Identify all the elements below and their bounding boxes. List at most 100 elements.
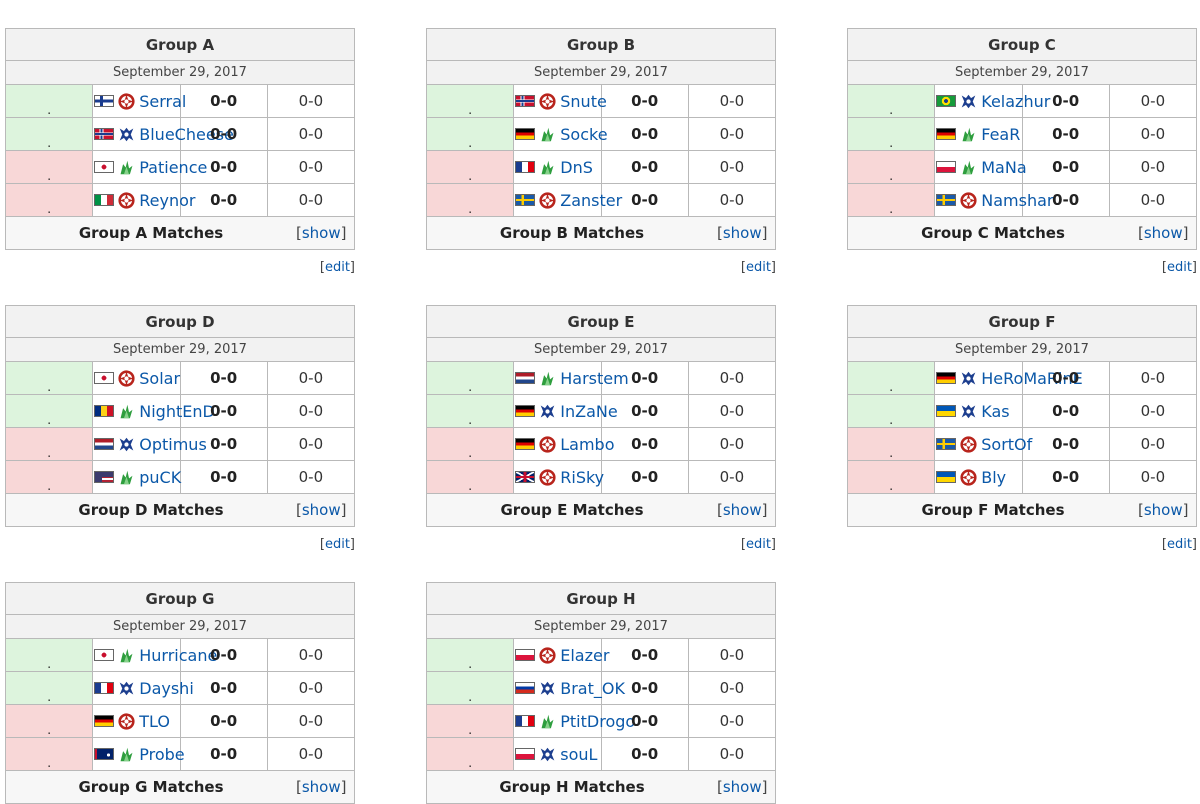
player-name-link[interactable]: Zanster [560, 190, 623, 210]
player-cell: Solar [92, 361, 181, 395]
player-cell: FeaR [934, 117, 1023, 151]
player-name-link[interactable]: Snute [560, 91, 607, 111]
match-score: 0-0 [179, 150, 268, 184]
player-name-link[interactable]: Probe [139, 744, 185, 764]
player-name-link[interactable]: Elazer [560, 645, 610, 665]
player-row: . Harstem 0-0 0-0 [425, 361, 777, 395]
show-matches-button[interactable]: show [1143, 224, 1183, 242]
player-name-link[interactable]: NightEnD [139, 401, 215, 421]
player-name-link[interactable]: DnS [560, 157, 593, 177]
player-cell: Probe [92, 737, 185, 771]
advance-marker: . [846, 117, 936, 151]
flag-fin-icon [94, 95, 115, 107]
terran-race-icon [539, 403, 556, 420]
eliminated-marker: . [846, 150, 936, 184]
eliminated-marker: . [4, 737, 94, 771]
player-name-link[interactable]: Harstem [560, 368, 629, 388]
show-matches-button[interactable]: show [1143, 501, 1183, 519]
edit-link[interactable]: edit [745, 260, 771, 275]
show-matches-button[interactable]: show [722, 224, 762, 242]
player-name-link[interactable]: Dayshi [139, 678, 194, 698]
edit-link[interactable]: edit [324, 260, 350, 275]
player-row: . souL 0-0 0-0 [425, 737, 777, 771]
show-matches-button[interactable]: show [301, 224, 341, 242]
edit-link[interactable]: edit [324, 537, 350, 552]
zerg-race-icon [118, 92, 135, 110]
group-table-8: Group H September 29, 2017. Elazer 0-0 0-0. B… [425, 582, 777, 804]
player-cell: Hurricane [92, 638, 217, 672]
advance-marker: . [4, 84, 94, 118]
protoss-race-icon [118, 469, 135, 486]
show-toggle: [show] [717, 224, 768, 242]
player-name-link[interactable]: TLO [139, 711, 170, 731]
edit-link-wrap: [edit] [319, 260, 355, 275]
group-title: Group F [847, 305, 1197, 338]
flag-ukr-icon [936, 471, 957, 483]
flag-ita-icon [94, 194, 115, 206]
show-matches-button[interactable]: show [301, 778, 341, 796]
edit-link-wrap: [edit] [740, 537, 776, 552]
terran-race-icon [960, 403, 977, 420]
player-row: . Elazer 0-0 0-0 [425, 638, 777, 672]
edit-link[interactable]: edit [1166, 260, 1192, 275]
player-name-link[interactable]: InZaNe [560, 401, 618, 421]
player-name-link[interactable]: Reynor [139, 190, 196, 210]
flag-rom-icon [94, 405, 115, 417]
flag-swe-icon [936, 438, 957, 450]
game-score: 0-0 [266, 183, 356, 217]
player-name-link[interactable]: SortOf [981, 434, 1033, 454]
player-row: . NightEnD 0-0 0-0 [4, 394, 356, 428]
player-name-link[interactable]: Lambo [560, 434, 615, 454]
player-name-link[interactable]: souL [560, 744, 598, 764]
player-name-link[interactable]: FeaR [981, 124, 1021, 144]
player-cell: PtitDrogo [513, 704, 635, 738]
group-matches-row: Group C Matches [show] [847, 216, 1197, 250]
player-name-link[interactable]: Solar [139, 368, 181, 388]
show-matches-button[interactable]: show [722, 778, 762, 796]
match-score: 0-0 [600, 117, 689, 151]
game-score: 0-0 [687, 117, 777, 151]
player-name-link[interactable]: Brat_OK [560, 678, 625, 698]
player-name-link[interactable]: Hurricane [139, 645, 218, 665]
match-score: 0-0 [1021, 427, 1110, 461]
player-name-link[interactable]: Kas [981, 401, 1010, 421]
player-row: . Brat_OK 0-0 0-0 [425, 671, 777, 705]
game-score: 0-0 [1108, 183, 1198, 217]
show-matches-button[interactable]: show [722, 501, 762, 519]
player-name-link[interactable]: MaNa [981, 157, 1027, 177]
player-name-link[interactable]: puCK [139, 467, 182, 487]
edit-link[interactable]: edit [1166, 537, 1192, 552]
player-row: . Probe 0-0 0-0 [4, 737, 356, 771]
player-cell: Namshar [934, 183, 1053, 217]
player-name-link[interactable]: Optimus [139, 434, 207, 454]
player-name-link[interactable]: Kelazhur [981, 91, 1051, 111]
flag-nor-icon [515, 95, 536, 107]
player-name-link[interactable]: Serral [139, 91, 187, 111]
match-score: 0-0 [1021, 183, 1110, 217]
zerg-race-icon [960, 191, 977, 209]
flag-aus-icon [94, 748, 115, 760]
player-name-link[interactable]: Socke [560, 124, 608, 144]
group-standings-table: Group A September 29, 2017. Serral 0-0 0-0. B… [4, 28, 356, 250]
game-score: 0-0 [266, 460, 356, 494]
group-date: September 29, 2017 [5, 60, 355, 85]
flag-ger-icon [936, 128, 957, 140]
group-standings-table: Group C September 29, 2017. Kelazhur 0-0 0-0… [846, 28, 1198, 250]
player-name-link[interactable]: Bly [981, 467, 1007, 487]
match-score: 0-0 [600, 704, 689, 738]
match-score: 0-0 [600, 460, 689, 494]
group-title: Group C [847, 28, 1197, 61]
edit-link[interactable]: edit [745, 537, 771, 552]
flag-kor-icon [94, 649, 115, 661]
protoss-race-icon [118, 746, 135, 763]
player-name-link[interactable]: RiSky [560, 467, 605, 487]
player-name-link[interactable]: Namshar [981, 190, 1054, 210]
group-matches-row: Group D Matches [show] [5, 493, 355, 527]
show-toggle: [show] [1138, 501, 1189, 519]
player-name-link[interactable]: Patience [139, 157, 208, 177]
game-score: 0-0 [687, 361, 777, 395]
terran-race-icon [960, 93, 977, 110]
player-name-link[interactable]: PtitDrogo [560, 711, 636, 731]
show-matches-button[interactable]: show [301, 501, 341, 519]
eliminated-marker: . [425, 427, 515, 461]
